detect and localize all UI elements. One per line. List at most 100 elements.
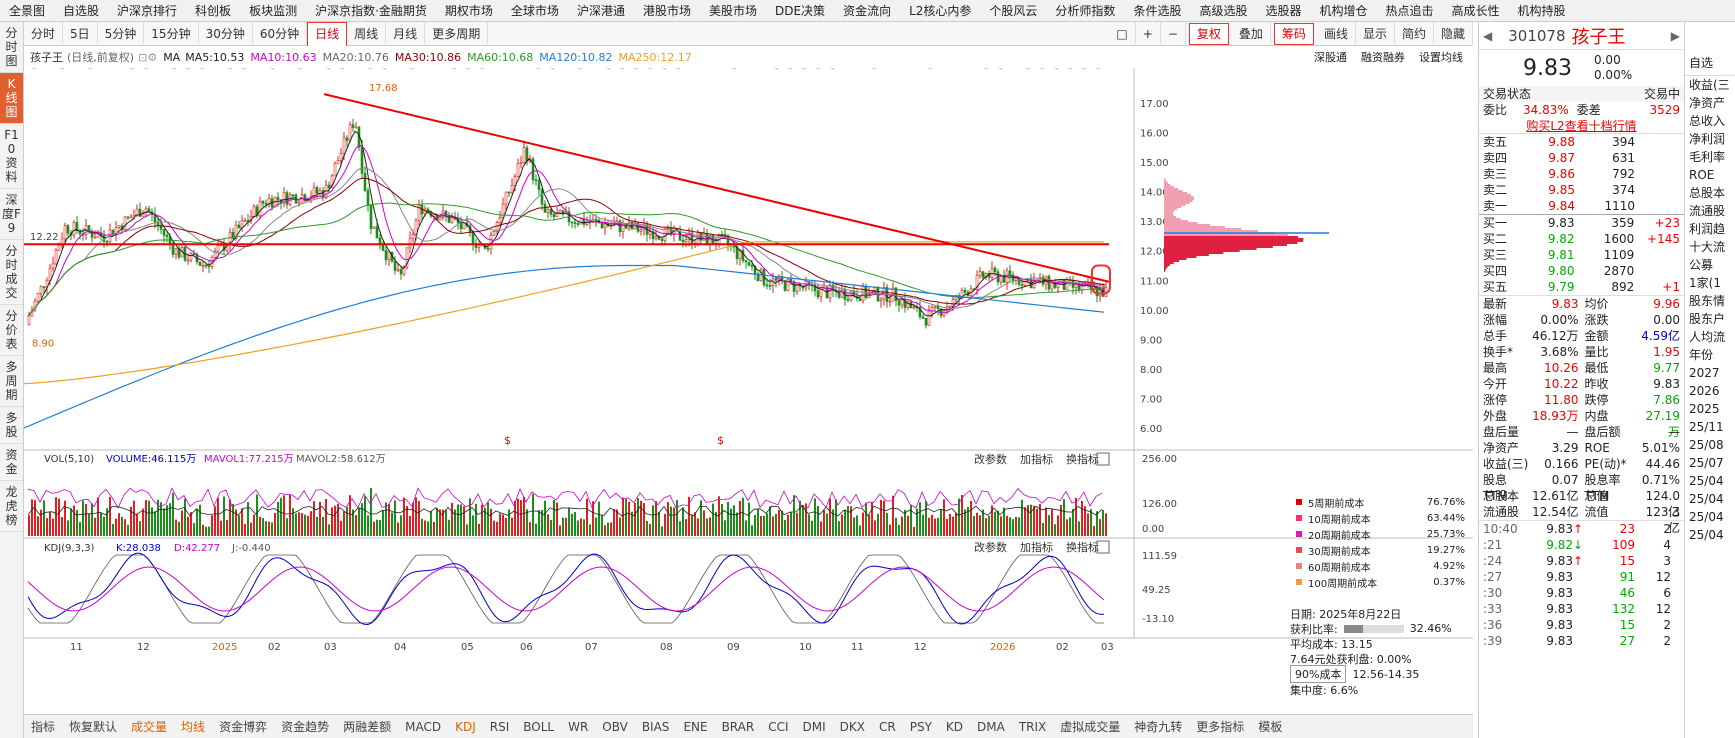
period-7[interactable]: 周线 — [347, 21, 387, 46]
trend-line[interactable] — [323, 93, 1110, 283]
link-set-ma[interactable]: 设置均线 — [1419, 51, 1463, 64]
indicator-27[interactable]: 模板 — [1258, 720, 1283, 734]
close-icon[interactable] — [1096, 452, 1110, 466]
sell-row[interactable]: 卖五 9.88 394 — [1479, 134, 1684, 150]
indicator-19[interactable]: CR — [879, 719, 896, 734]
menu-item-1[interactable]: 自选股 — [63, 4, 100, 18]
tool-3[interactable]: 画线 — [1317, 21, 1356, 46]
period-9[interactable]: 更多周期 — [425, 21, 489, 46]
link-shgt[interactable]: 深股通 — [1314, 51, 1347, 64]
menu-item-2[interactable]: 沪深京排行 — [117, 4, 178, 18]
indicator-17[interactable]: DMI — [802, 719, 826, 734]
vol-btn-2[interactable]: 换指标 — [1066, 452, 1099, 466]
indicator-2[interactable]: 成交量 — [131, 720, 168, 734]
period-2[interactable]: 5分钟 — [98, 21, 145, 46]
buy-row[interactable]: 买四 9.80 2870 — [1479, 263, 1684, 279]
sidebar-item-4[interactable]: 分时成交 — [0, 240, 23, 305]
sidebar-item-6[interactable]: 多周期 — [0, 356, 23, 407]
sidebar-item-3[interactable]: 深度F9 — [0, 189, 23, 240]
tool-5[interactable]: 简约 — [1395, 21, 1434, 46]
indicator-13[interactable]: BIAS — [641, 719, 670, 734]
indicator-15[interactable]: BRAR — [721, 719, 755, 734]
buy-row[interactable]: 买五 9.79 892 +1 — [1479, 279, 1684, 295]
menu-item-15[interactable]: 分析师指数 — [1055, 4, 1116, 18]
indicator-0[interactable]: 指标 — [31, 720, 56, 734]
indicator-21[interactable]: KD — [945, 719, 964, 734]
indicator-5[interactable]: 资金趋势 — [281, 720, 330, 734]
indicator-8[interactable]: KDJ — [455, 719, 476, 734]
sell-row[interactable]: 卖三 9.86 792 — [1479, 166, 1684, 182]
indicator-12[interactable]: OBV — [602, 719, 628, 734]
indicator-14[interactable]: ENE — [683, 719, 708, 734]
add-watchlist[interactable]: 自选 — [1685, 50, 1735, 76]
tool-4[interactable]: 显示 — [1356, 21, 1395, 46]
indicator-4[interactable]: 资金博弈 — [219, 720, 268, 734]
indicator-9[interactable]: RSI — [489, 719, 510, 734]
vol-btn-1[interactable]: 加指标 — [1020, 452, 1053, 466]
gear-icon[interactable]: ⚙ — [147, 50, 158, 64]
sidebar-item-7[interactable]: 多股 — [0, 407, 23, 444]
sidebar-item-8[interactable]: 资金 — [0, 444, 23, 481]
menu-item-6[interactable]: 期权市场 — [444, 4, 493, 18]
plus-icon[interactable]: + — [1136, 21, 1161, 46]
indicator-25[interactable]: 神奇九转 — [1134, 720, 1183, 734]
next-stock-icon[interactable]: ▶ — [1670, 28, 1680, 43]
menu-item-13[interactable]: L2核心内参 — [909, 4, 972, 18]
menu-item-21[interactable]: 高成长性 — [1451, 4, 1500, 18]
indicator-10[interactable]: BOLL — [523, 719, 555, 734]
indicator-23[interactable]: TRIX — [1018, 719, 1047, 734]
sidebar-item-9[interactable]: 龙虎榜 — [0, 481, 23, 532]
menu-item-3[interactable]: 科创板 — [195, 4, 232, 18]
menu-item-7[interactable]: 全球市场 — [510, 4, 559, 18]
menu-item-14[interactable]: 个股风云 — [989, 4, 1038, 18]
menu-item-5[interactable]: 沪深京指数·金融期货 — [315, 4, 427, 18]
lock-icon[interactable]: ⊡ — [138, 50, 148, 64]
minus-icon[interactable]: − — [1161, 21, 1186, 46]
sell-row[interactable]: 卖四 9.87 631 — [1479, 150, 1684, 166]
menu-item-16[interactable]: 条件选股 — [1133, 4, 1182, 18]
tool-0[interactable]: 复权 — [1188, 22, 1229, 45]
period-3[interactable]: 15分钟 — [144, 21, 199, 46]
period-6[interactable]: 日线 — [307, 21, 348, 46]
period-1[interactable]: 5日 — [63, 21, 98, 46]
indicator-26[interactable]: 更多指标 — [1196, 720, 1245, 734]
menu-item-8[interactable]: 沪深港通 — [576, 4, 625, 18]
menu-item-20[interactable]: 热点追击 — [1385, 4, 1434, 18]
sidebar-item-5[interactable]: 分价表 — [0, 305, 23, 356]
window-icon[interactable]: □ — [1109, 21, 1136, 46]
menu-item-12[interactable]: 资金流向 — [843, 4, 892, 18]
menu-item-10[interactable]: 美股市场 — [708, 4, 757, 18]
sidebar-item-0[interactable]: 分时图 — [0, 22, 23, 73]
kdj-btn-1[interactable]: 加指标 — [1020, 540, 1053, 554]
buy-row[interactable]: 买一 9.83 359 +23 — [1479, 215, 1684, 231]
indicator-6[interactable]: 两融差额 — [343, 720, 392, 734]
cost-range-select[interactable]: 90%成本 — [1290, 665, 1347, 683]
indicator-3[interactable]: 均线 — [181, 720, 206, 734]
menu-item-18[interactable]: 选股器 — [1265, 4, 1302, 18]
link-margin[interactable]: 融资融券 — [1361, 51, 1405, 64]
close-icon[interactable] — [1096, 540, 1110, 554]
indicator-22[interactable]: DMA — [977, 719, 1005, 734]
indicator-7[interactable]: MACD — [405, 719, 442, 734]
tool-1[interactable]: 叠加 — [1232, 21, 1271, 46]
buy-row[interactable]: 买三 9.81 1109 — [1479, 247, 1684, 263]
indicator-20[interactable]: PSY — [909, 719, 932, 734]
sidebar-item-1[interactable]: K线图 — [0, 73, 23, 124]
indicator-16[interactable]: CCI — [768, 719, 789, 734]
sidebar-item-2[interactable]: F10资料 — [0, 124, 23, 189]
vol-btn-0[interactable]: 改参数 — [974, 452, 1007, 466]
l2-link[interactable]: 购买L2查看十档行情 — [1526, 119, 1637, 133]
menu-item-11[interactable]: DDE决策 — [774, 4, 826, 18]
tool-2[interactable]: 筹码 — [1273, 22, 1314, 45]
sell-row[interactable]: 卖一 9.84 1110 — [1479, 198, 1684, 214]
sell-row[interactable]: 卖二 9.85 374 — [1479, 182, 1684, 198]
period-0[interactable]: 分时 — [24, 21, 64, 46]
menu-item-0[interactable]: 全景图 — [9, 4, 46, 18]
period-8[interactable]: 月线 — [386, 21, 426, 46]
menu-item-4[interactable]: 板块监测 — [249, 4, 298, 18]
menu-item-9[interactable]: 港股市场 — [642, 4, 691, 18]
menu-item-19[interactable]: 机构增仓 — [1319, 4, 1368, 18]
indicator-18[interactable]: DKX — [839, 719, 865, 734]
menu-item-17[interactable]: 高级选股 — [1199, 4, 1248, 18]
period-4[interactable]: 30分钟 — [199, 21, 253, 46]
